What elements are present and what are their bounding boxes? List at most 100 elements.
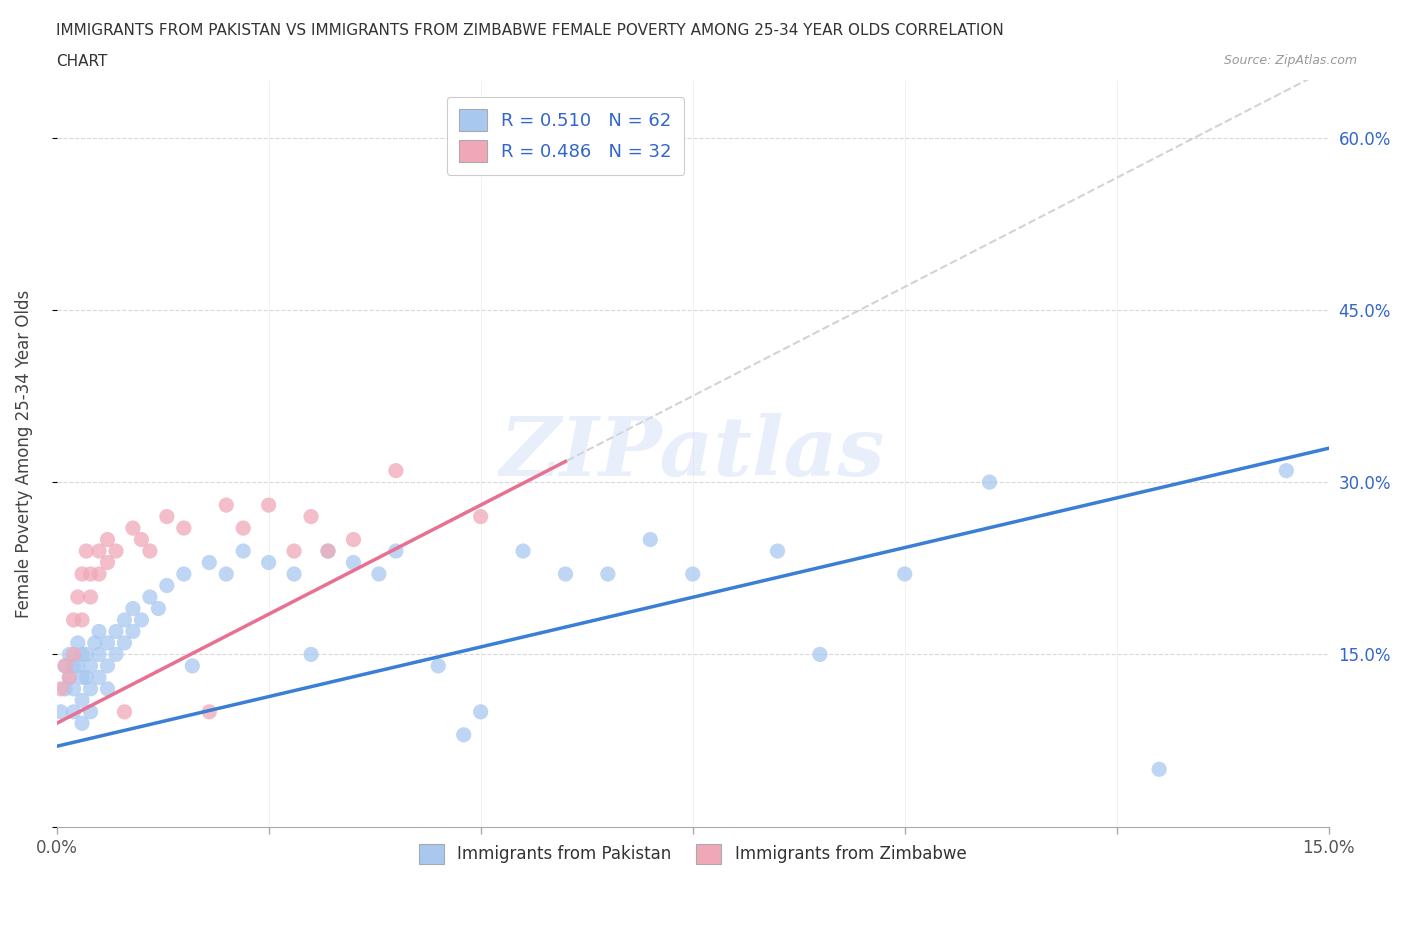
Point — [75, 544, 97, 559]
Point — [173, 566, 195, 581]
Point — [79, 682, 101, 697]
Point — [470, 509, 492, 524]
Point — [131, 532, 153, 547]
Legend: Immigrants from Pakistan, Immigrants from Zimbabwe: Immigrants from Pakistan, Immigrants fro… — [412, 837, 973, 870]
Point — [70, 693, 93, 708]
Text: Source: ZipAtlas.com: Source: ZipAtlas.com — [1223, 54, 1357, 67]
Point — [232, 521, 254, 536]
Point — [87, 544, 110, 559]
Point — [53, 682, 76, 697]
Point — [682, 566, 704, 581]
Point — [215, 566, 238, 581]
Point — [139, 590, 162, 604]
Point — [131, 613, 153, 628]
Point — [122, 624, 145, 639]
Point — [96, 635, 118, 650]
Point — [70, 647, 93, 662]
Point — [62, 613, 84, 628]
Point — [79, 590, 101, 604]
Point — [283, 566, 305, 581]
Point — [979, 474, 1001, 489]
Text: CHART: CHART — [56, 54, 108, 69]
Point — [342, 555, 364, 570]
Point — [181, 658, 204, 673]
Point — [148, 601, 170, 616]
Point — [62, 658, 84, 673]
Point — [122, 601, 145, 616]
Point — [75, 670, 97, 684]
Point — [53, 658, 76, 673]
Point — [554, 566, 576, 581]
Point — [299, 509, 322, 524]
Point — [122, 521, 145, 536]
Point — [156, 509, 179, 524]
Point — [96, 682, 118, 697]
Point — [299, 647, 322, 662]
Point — [104, 544, 127, 559]
Point — [70, 613, 93, 628]
Point — [316, 544, 339, 559]
Point — [75, 647, 97, 662]
Point — [427, 658, 450, 673]
Point — [114, 635, 136, 650]
Point — [198, 704, 221, 719]
Point — [96, 658, 118, 673]
Point — [87, 566, 110, 581]
Point — [385, 544, 408, 559]
Point — [70, 566, 93, 581]
Point — [79, 704, 101, 719]
Point — [58, 647, 80, 662]
Point — [66, 590, 89, 604]
Point — [62, 682, 84, 697]
Point — [79, 658, 101, 673]
Y-axis label: Female Poverty Among 25-34 Year Olds: Female Poverty Among 25-34 Year Olds — [15, 289, 32, 618]
Point — [66, 658, 89, 673]
Point — [156, 578, 179, 593]
Point — [83, 635, 105, 650]
Point — [70, 716, 93, 731]
Point — [104, 624, 127, 639]
Point — [58, 670, 80, 684]
Point — [70, 670, 93, 684]
Text: IMMIGRANTS FROM PAKISTAN VS IMMIGRANTS FROM ZIMBABWE FEMALE POVERTY AMONG 25-34 : IMMIGRANTS FROM PAKISTAN VS IMMIGRANTS F… — [56, 23, 1004, 38]
Point — [640, 532, 662, 547]
Point — [1147, 762, 1170, 777]
Point — [114, 613, 136, 628]
Point — [283, 544, 305, 559]
Point — [215, 498, 238, 512]
Point — [96, 555, 118, 570]
Point — [139, 544, 162, 559]
Point — [198, 555, 221, 570]
Point — [66, 635, 89, 650]
Point — [96, 532, 118, 547]
Point — [470, 704, 492, 719]
Point — [257, 498, 280, 512]
Point — [453, 727, 475, 742]
Point — [808, 647, 831, 662]
Point — [232, 544, 254, 559]
Point — [385, 463, 408, 478]
Point — [79, 566, 101, 581]
Point — [512, 544, 534, 559]
Text: ZIPatlas: ZIPatlas — [501, 414, 886, 494]
Point — [173, 521, 195, 536]
Point — [49, 682, 72, 697]
Point — [257, 555, 280, 570]
Point — [342, 532, 364, 547]
Point — [62, 647, 84, 662]
Point — [766, 544, 789, 559]
Point — [49, 704, 72, 719]
Point — [596, 566, 619, 581]
Point — [1275, 463, 1298, 478]
Point — [87, 624, 110, 639]
Point — [893, 566, 915, 581]
Point — [87, 670, 110, 684]
Point — [53, 658, 76, 673]
Point — [316, 544, 339, 559]
Point — [58, 670, 80, 684]
Point — [104, 647, 127, 662]
Point — [114, 704, 136, 719]
Point — [367, 566, 389, 581]
Point — [87, 647, 110, 662]
Point — [62, 704, 84, 719]
